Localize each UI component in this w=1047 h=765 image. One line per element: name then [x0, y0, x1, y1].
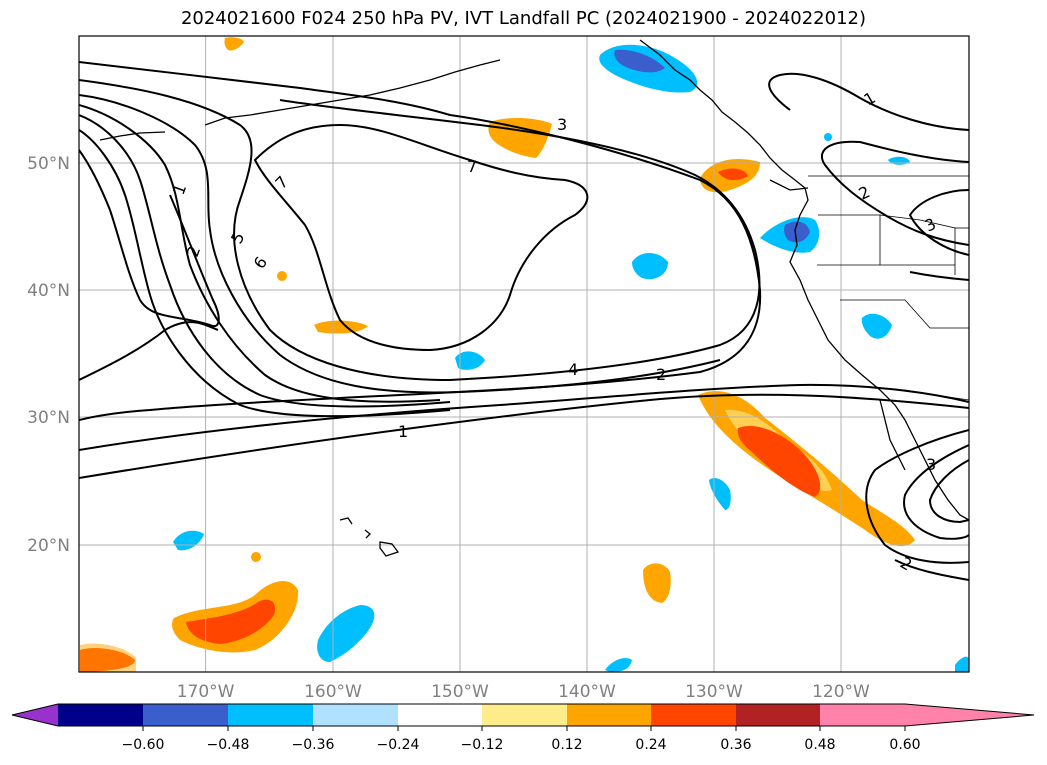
colorbar: −0.60 −0.48 −0.36 −0.24 −0.12 0.12 0.24 …: [11, 703, 1035, 753]
pv-positive-shading: [80, 37, 915, 672]
colorbar-segment: [58, 704, 143, 726]
lat-tick-labels: 50°N 40°N 30°N 20°N: [27, 154, 70, 556]
lat-tick-20n: 20°N: [27, 536, 70, 556]
colorbar-tick: −0.12: [461, 737, 504, 753]
colorbar-segment: [398, 704, 482, 726]
contour-label: 2: [656, 365, 666, 384]
colorbar-segment: [228, 704, 313, 726]
colorbar-tick: −0.48: [207, 737, 250, 753]
coastlines: [99, 39, 969, 557]
colorbar-segment: [736, 704, 820, 726]
map-frame: [78, 35, 970, 673]
colorbar-segment: [651, 704, 736, 726]
map-title: 2024021600 F024 250 hPa PV, IVT Landfall…: [180, 8, 867, 29]
colorbar-tick: −0.36: [292, 737, 335, 753]
colorbar-segment: [313, 704, 398, 726]
lat-tick-40n: 40°N: [27, 281, 70, 301]
colorbar-tick: 0.24: [635, 737, 666, 753]
colorbar-tick: 0.48: [804, 737, 835, 753]
colorbar-tick: −0.60: [122, 737, 165, 753]
gridlines: [79, 36, 969, 672]
map-panel: 1 2 5 6 7 3 7 4 2 1 1 2 3 3 2: [79, 36, 969, 672]
pv-contours: [79, 61, 969, 581]
colorbar-tick: 0.60: [889, 737, 920, 753]
lon-tick-150w: 150°W: [431, 682, 489, 702]
contour-label: 7: [467, 157, 477, 176]
contour-label: 4: [568, 360, 578, 379]
colorbar-segment: [567, 704, 651, 726]
lon-tick-labels: 170°W 160°W 150°W 140°W 130°W 120°W: [177, 682, 870, 702]
contour-label: 3: [926, 455, 936, 474]
colorbar-segment: [143, 704, 228, 726]
lon-tick-140w: 140°W: [558, 682, 616, 702]
colorbar-extend-min: [12, 704, 58, 726]
colorbar-tick: 0.36: [720, 737, 751, 753]
lon-tick-130w: 130°W: [685, 682, 743, 702]
colorbar-segment: [482, 704, 567, 726]
colorbar-tick-labels: −0.60 −0.48 −0.36 −0.24 −0.12 0.12 0.24 …: [122, 737, 921, 753]
colorbar-tick: −0.24: [377, 737, 420, 753]
lon-tick-160w: 160°W: [304, 682, 362, 702]
lat-tick-30n: 30°N: [27, 408, 70, 428]
lon-tick-120w: 120°W: [812, 682, 870, 702]
pv-negative-shading: [173, 44, 969, 672]
lat-tick-50n: 50°N: [27, 154, 70, 174]
contour-label: 3: [557, 115, 567, 134]
contour-label: 1: [398, 422, 408, 441]
colorbar-segment: [820, 704, 905, 726]
colorbar-extend-max: [905, 704, 1034, 726]
colorbar-tick: 0.12: [551, 737, 582, 753]
lon-tick-170w: 170°W: [177, 682, 235, 702]
